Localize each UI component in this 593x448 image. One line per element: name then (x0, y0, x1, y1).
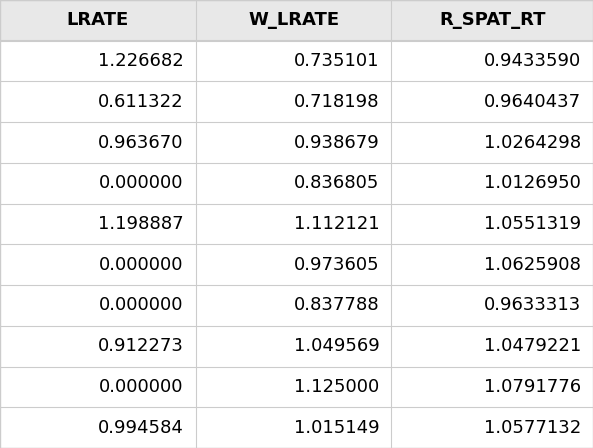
Text: 0.735101: 0.735101 (294, 52, 380, 70)
Text: 1.0791776: 1.0791776 (484, 378, 581, 396)
Text: W_LRATE: W_LRATE (248, 11, 339, 30)
Text: 0.9433590: 0.9433590 (484, 52, 581, 70)
Bar (0, 366, 593, 407)
Text: 0.837788: 0.837788 (294, 297, 380, 314)
Text: R_SPAT_RT: R_SPAT_RT (439, 11, 546, 30)
Text: 1.049569: 1.049569 (294, 337, 380, 355)
Text: 1.198887: 1.198887 (98, 215, 184, 233)
Text: 0.000000: 0.000000 (100, 174, 184, 192)
Text: 0.963670: 0.963670 (98, 134, 184, 151)
Text: 1.125000: 1.125000 (294, 378, 380, 396)
Text: 0.9633313: 0.9633313 (484, 297, 581, 314)
Text: 1.0625908: 1.0625908 (484, 256, 581, 274)
Text: 0.000000: 0.000000 (100, 297, 184, 314)
Bar (0, 82, 593, 122)
Text: LRATE: LRATE (67, 11, 129, 30)
Bar (0, 41, 593, 82)
Text: 1.0577132: 1.0577132 (484, 418, 581, 437)
Text: 1.015149: 1.015149 (294, 418, 380, 437)
Text: 1.0551319: 1.0551319 (484, 215, 581, 233)
Bar (0, 244, 593, 285)
Text: 0.938679: 0.938679 (294, 134, 380, 151)
Bar (0, 0, 593, 41)
Text: 0.000000: 0.000000 (100, 256, 184, 274)
Text: 0.836805: 0.836805 (294, 174, 380, 192)
Bar (0, 285, 593, 326)
Bar (0, 326, 593, 366)
Bar (0, 122, 593, 163)
Text: 1.0264298: 1.0264298 (484, 134, 581, 151)
Bar (0, 407, 593, 448)
Text: 0.973605: 0.973605 (294, 256, 380, 274)
Bar (0, 163, 593, 204)
Text: 1.226682: 1.226682 (98, 52, 184, 70)
Bar (0, 204, 593, 244)
Text: 0.611322: 0.611322 (98, 93, 184, 111)
Text: 0.000000: 0.000000 (100, 378, 184, 396)
Text: 1.112121: 1.112121 (294, 215, 380, 233)
Text: 0.994584: 0.994584 (98, 418, 184, 437)
Text: 0.912273: 0.912273 (98, 337, 184, 355)
Text: 1.0479221: 1.0479221 (484, 337, 581, 355)
Text: 0.718198: 0.718198 (294, 93, 380, 111)
Text: 0.9640437: 0.9640437 (484, 93, 581, 111)
Text: 1.0126950: 1.0126950 (484, 174, 581, 192)
